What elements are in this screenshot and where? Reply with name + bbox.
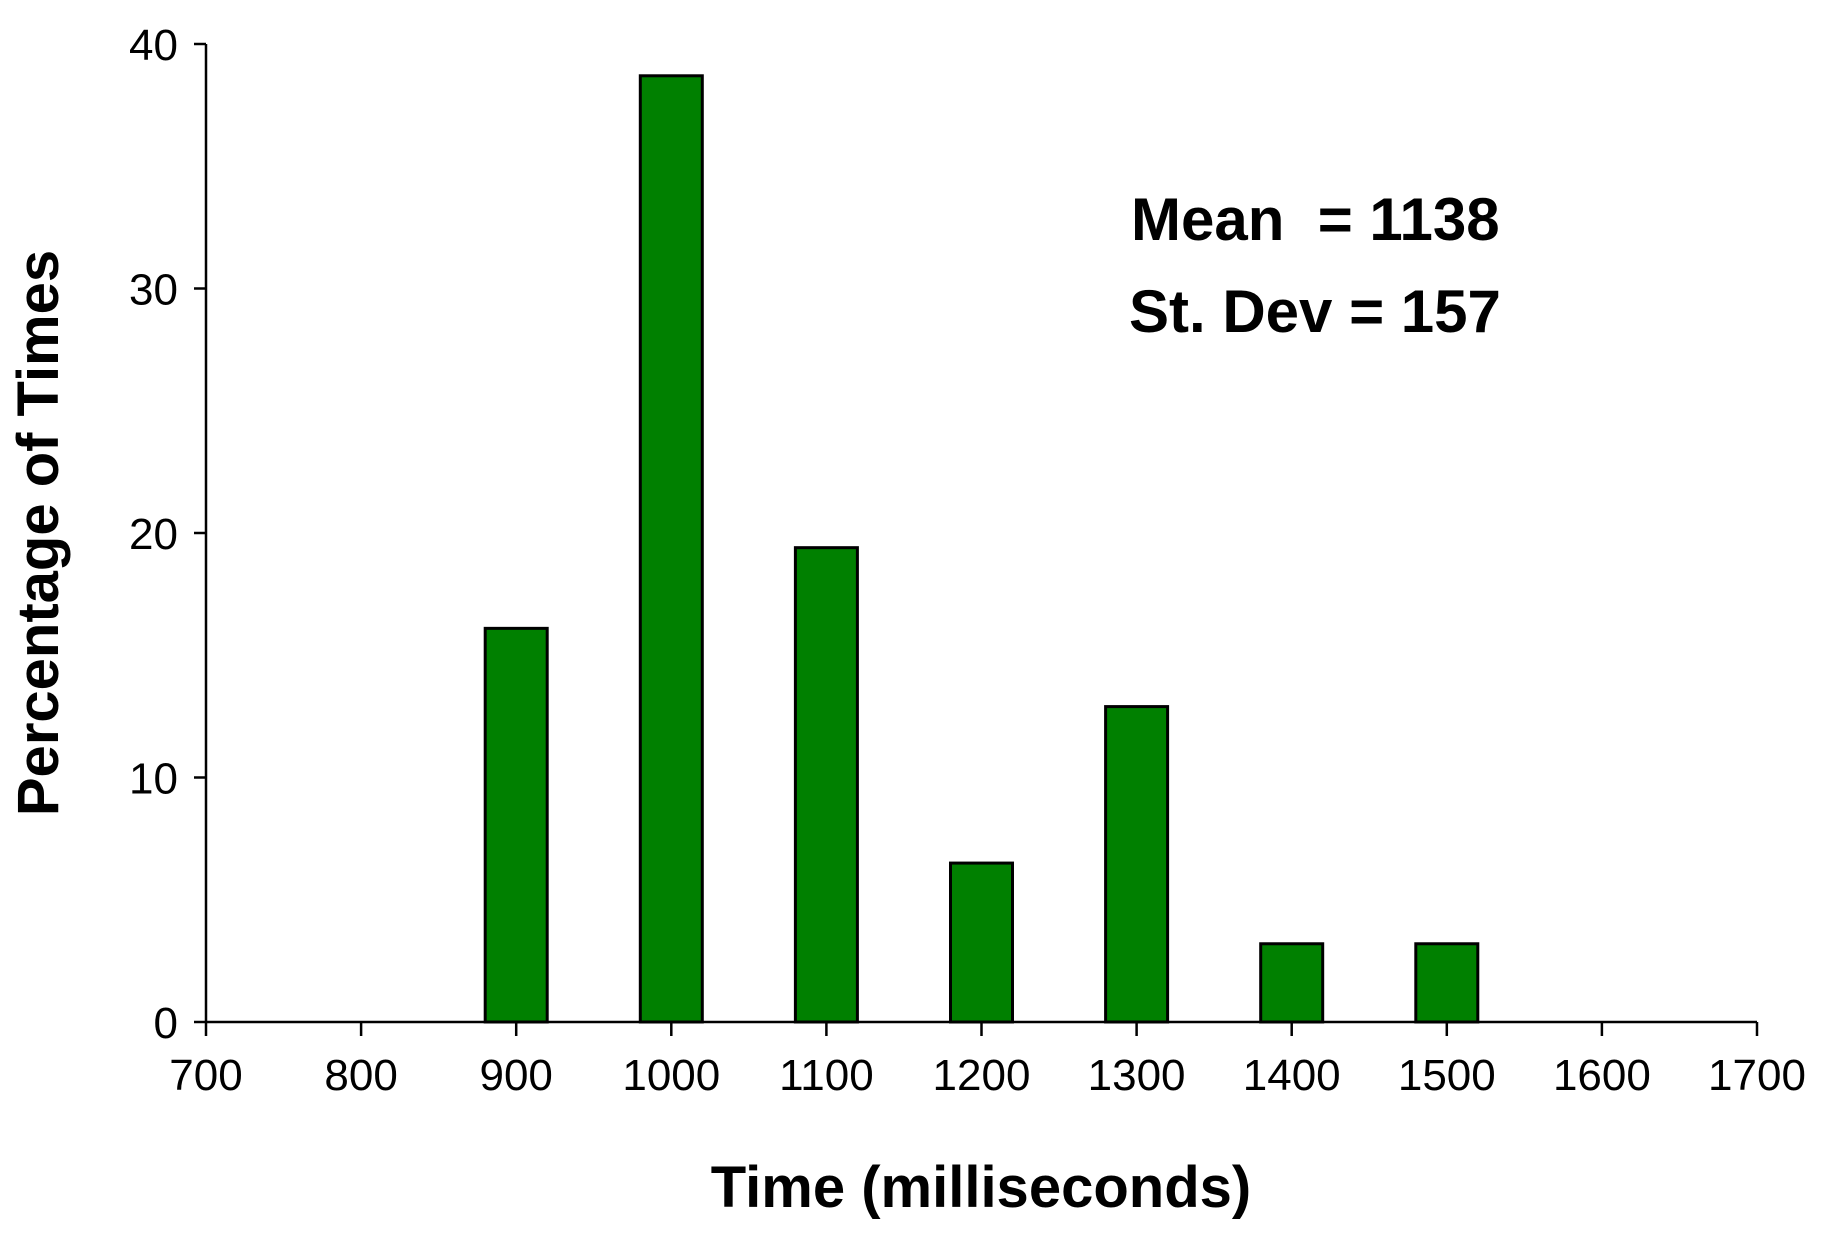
x-tick-label-1100: 1100 <box>779 1051 874 1100</box>
x-tick-label-900: 900 <box>479 1051 552 1100</box>
y-tick-label-0: 0 <box>154 999 178 1048</box>
x-tick-label-1000: 1000 <box>622 1051 720 1100</box>
bar-1200 <box>949 861 1014 1024</box>
x-tick-label-1600: 1600 <box>1553 1051 1651 1100</box>
x-ticks: 700 800 900 1000 1100 1200 1300 1400 1500 1600 170… <box>169 1022 1806 1100</box>
bar-1400 <box>1259 942 1325 1024</box>
y-ticks: 0 10 20 30 40 <box>129 21 206 1048</box>
x-tick-label-1300: 1300 <box>1088 1051 1186 1100</box>
x-tick-label-800: 800 <box>324 1051 397 1100</box>
mean-annotation: Mean = 1138 <box>1131 186 1500 253</box>
y-tick-label-10: 10 <box>129 755 178 804</box>
bar-1500 <box>1414 942 1480 1024</box>
x-tick-label-1200: 1200 <box>933 1051 1031 1100</box>
bar-900 <box>483 626 549 1024</box>
bar-1300 <box>1104 705 1170 1024</box>
y-tick-label-20: 20 <box>129 510 178 559</box>
x-tick-label-1500: 1500 <box>1398 1051 1496 1100</box>
x-tick-label-1700: 1700 <box>1708 1051 1806 1100</box>
bars-layer <box>483 74 1480 1024</box>
bar-1100 <box>793 546 859 1024</box>
y-tick-label-30: 30 <box>129 266 178 315</box>
y-axis-title: Percentage of Times <box>6 250 71 816</box>
bar-1000 <box>638 74 704 1024</box>
stdev-annotation: St. Dev = 157 <box>1129 278 1501 345</box>
x-tick-label-700: 700 <box>169 1051 242 1100</box>
x-axis-title: Time (milliseconds) <box>711 1155 1251 1220</box>
y-tick-label-40: 40 <box>129 21 178 70</box>
x-tick-label-1400: 1400 <box>1243 1051 1341 1100</box>
